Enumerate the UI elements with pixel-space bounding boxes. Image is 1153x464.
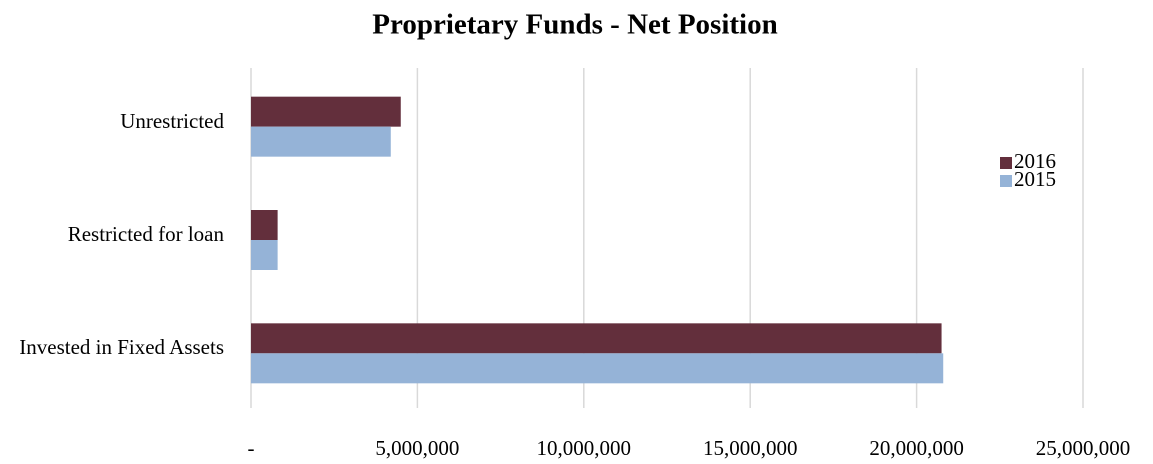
bar bbox=[251, 210, 278, 240]
x-tick-label: 10,000,000 bbox=[537, 436, 632, 460]
legend-label: 2016 bbox=[1014, 149, 1056, 173]
legend-swatch bbox=[1000, 175, 1012, 187]
y-tick-label: Invested in Fixed Assets bbox=[19, 335, 224, 360]
bar bbox=[251, 353, 944, 384]
legend-swatch bbox=[1000, 157, 1012, 169]
x-tick-label: 15,000,000 bbox=[703, 436, 798, 460]
bar bbox=[251, 126, 391, 157]
x-tick-label: 20,000,000 bbox=[869, 436, 964, 460]
y-tick-label: Restricted for loan bbox=[67, 222, 224, 246]
chart-title: Proprietary Funds - Net Position bbox=[372, 9, 777, 41]
x-tick-label: 5,000,000 bbox=[375, 436, 459, 460]
bar bbox=[251, 240, 278, 270]
legend-label: 2015 bbox=[1014, 167, 1056, 191]
bar bbox=[251, 323, 942, 354]
y-tick-label: Unrestricted bbox=[120, 108, 224, 133]
x-tick-label: - bbox=[248, 436, 255, 460]
x-tick-label: 25,000,000 bbox=[1036, 436, 1131, 460]
bar bbox=[251, 96, 401, 127]
